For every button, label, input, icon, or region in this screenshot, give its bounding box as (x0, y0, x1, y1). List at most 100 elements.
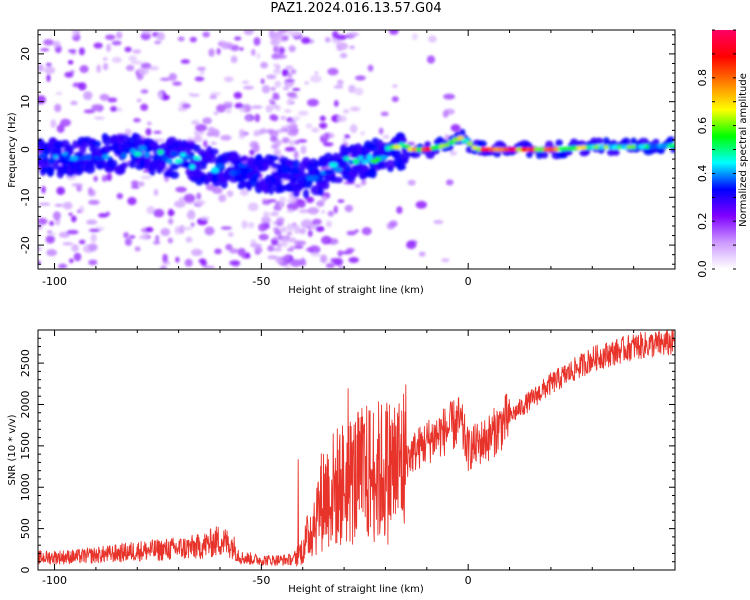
noise-blob (86, 219, 98, 225)
noise-blob (96, 64, 102, 73)
noise-blob (293, 225, 301, 234)
ridge-halo (612, 148, 620, 156)
noise-blob (202, 117, 213, 125)
ridge-core (316, 177, 323, 182)
noise-blob (337, 265, 346, 269)
bottom-plot-frame (37, 329, 676, 571)
noise-blob (220, 226, 232, 230)
ridge-core (238, 163, 247, 168)
noise-blob (347, 32, 360, 37)
noise-blob (181, 226, 193, 231)
ridge-core (180, 152, 187, 158)
noise-blob (56, 124, 65, 133)
noise-blob (332, 30, 339, 39)
noise-blob (101, 174, 108, 182)
noise-blob (190, 222, 195, 228)
noise-blob (234, 102, 244, 109)
noise-blob (196, 66, 207, 71)
noise-blob (318, 122, 328, 129)
noise-blob (153, 130, 162, 134)
noise-blob (70, 100, 78, 106)
noise-blob (38, 202, 51, 206)
noise-blob (449, 150, 458, 156)
ridge-core (69, 155, 79, 161)
y-tick-label: 500 (19, 518, 32, 539)
ridge-core (497, 147, 506, 152)
ridge-halo (302, 189, 310, 199)
noise-blob (418, 251, 426, 257)
noise-blob (140, 89, 149, 94)
noise-blob (265, 105, 274, 112)
noise-blob (292, 87, 301, 92)
noise-blob (138, 181, 145, 187)
ridge-halo (459, 128, 466, 136)
colorbar-tick-label: 0.8 (696, 69, 709, 87)
noise-blob (220, 104, 233, 109)
noise-blob (268, 99, 274, 103)
noise-blob (55, 91, 63, 96)
noise-blob (183, 193, 196, 203)
noise-blob (99, 93, 110, 101)
ridge-core (130, 148, 137, 154)
noise-blob (138, 234, 149, 240)
noise-blob (344, 204, 354, 213)
noise-blob (50, 119, 57, 128)
noise-blob (367, 64, 374, 72)
noise-blob (90, 233, 97, 243)
noise-blob (307, 230, 313, 238)
noise-blob (270, 211, 279, 217)
noise-blob (266, 74, 277, 80)
x-tick-label: -50 (252, 574, 270, 587)
ridge-halo (540, 151, 549, 159)
noise-blob (68, 212, 73, 216)
noise-blob (111, 57, 122, 63)
noise-blob (93, 116, 105, 120)
noise-blob (129, 235, 136, 239)
ridge-core (328, 162, 338, 168)
noise-blob (273, 139, 282, 146)
y-tick-label: 0 (19, 567, 32, 574)
noise-blob (253, 36, 261, 46)
noise-blob (261, 85, 271, 94)
noise-blob (315, 226, 325, 232)
noise-blob (66, 229, 79, 235)
noise-blob (189, 93, 200, 97)
ridge-core (121, 152, 127, 159)
noise-blob (40, 48, 50, 52)
ridge-halo (345, 164, 352, 174)
noise-blob (382, 134, 390, 139)
x-tick-label: 0 (465, 275, 472, 288)
ridge-halo (121, 161, 129, 169)
noise-blob (229, 260, 241, 266)
noise-blob (155, 234, 160, 242)
noise-blob (286, 98, 293, 106)
noise-blob (174, 200, 186, 208)
noise-blob (286, 92, 297, 97)
noise-blob (361, 227, 372, 236)
bottom-y-axis-label: SNR (10 * v/v) (7, 414, 18, 485)
ridge-core (102, 154, 110, 159)
ridge-halo (209, 148, 219, 155)
noise-blob (263, 211, 270, 219)
noise-blob (136, 98, 142, 103)
noise-blob (54, 203, 64, 207)
noise-blob (278, 234, 283, 240)
noise-blob (337, 250, 343, 257)
noise-blob (321, 235, 332, 245)
noise-blob (145, 226, 154, 233)
y-tick-label: 2500 (19, 349, 32, 377)
ridge-core (333, 167, 343, 172)
noise-blob (283, 109, 292, 113)
noise-blob (210, 141, 217, 146)
noise-blob (78, 82, 87, 91)
snr-line-layer (38, 330, 675, 567)
ridge-core (520, 147, 529, 152)
noise-blob (133, 118, 141, 123)
noise-blob (252, 144, 260, 153)
noise-blob (349, 45, 355, 50)
heatmap-blobs (38, 30, 675, 269)
noise-blob (288, 45, 296, 53)
noise-blob (354, 75, 366, 81)
noise-blob (405, 240, 417, 250)
noise-blob (282, 86, 290, 91)
